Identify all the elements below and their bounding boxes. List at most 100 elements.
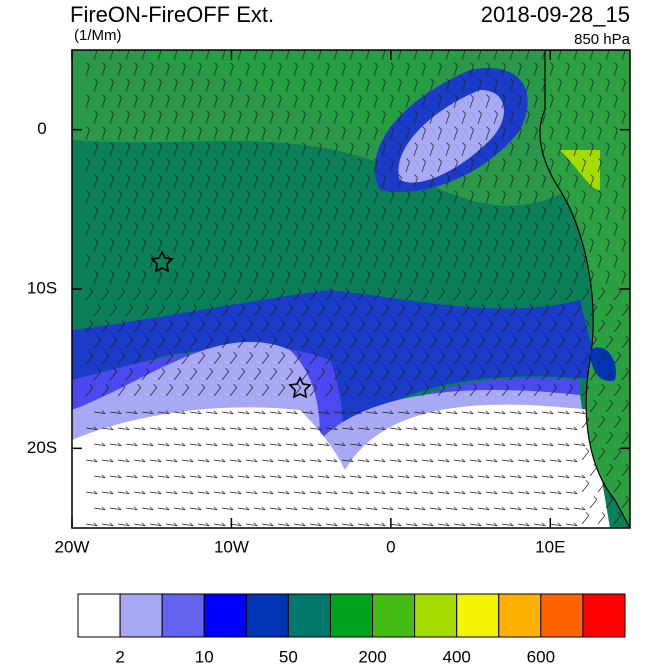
wind-barb <box>525 442 538 447</box>
wind-barb <box>397 142 402 157</box>
wind-barb <box>269 206 274 221</box>
wind-barb <box>477 442 490 447</box>
wind-barb <box>413 78 418 93</box>
wind-barb <box>125 270 130 285</box>
wind-barb <box>469 320 478 333</box>
wind-barb <box>573 142 578 157</box>
wind-barb <box>125 110 130 125</box>
colorbar-label: 400 <box>443 647 471 666</box>
wind-barb <box>133 126 138 141</box>
wind-barb <box>437 222 442 237</box>
wind-barb <box>565 94 570 109</box>
wind-barb <box>381 78 386 93</box>
wind-barb <box>173 270 178 285</box>
wind-barb <box>381 410 394 415</box>
wind-barb <box>517 94 522 109</box>
wind-barb <box>517 490 530 495</box>
wind-barb <box>621 270 626 285</box>
wind-barb <box>453 458 466 463</box>
wind-barb <box>285 442 298 447</box>
wind-barb <box>533 190 538 205</box>
wind-barb <box>141 368 150 381</box>
wind-barb <box>293 190 298 205</box>
wind-barb <box>109 270 114 285</box>
wind-barb <box>613 254 618 269</box>
wind-barb <box>493 238 498 253</box>
wind-barb <box>477 174 482 189</box>
wind-barb <box>341 426 354 431</box>
wind-barb <box>133 320 142 333</box>
wind-barb <box>621 206 626 221</box>
wind-barb <box>389 190 394 205</box>
wind-barb <box>285 50 290 61</box>
wind-barb <box>165 352 174 365</box>
wind-barb <box>613 320 622 333</box>
wind-barb <box>277 522 290 527</box>
wind-barb <box>309 288 318 301</box>
wind-barb <box>485 352 494 365</box>
wind-barb <box>85 126 90 141</box>
wind-barb <box>349 270 354 285</box>
wind-barb <box>589 110 594 125</box>
wind-barb <box>149 522 162 527</box>
wind-barb <box>597 352 606 365</box>
wind-barb <box>149 126 154 141</box>
wind-barb <box>397 410 410 415</box>
wind-barb <box>509 410 522 415</box>
wind-barb <box>597 320 606 333</box>
wind-barb <box>469 254 474 269</box>
wind-barb <box>117 426 130 431</box>
wind-barb <box>157 238 162 253</box>
wind-barb <box>493 78 498 93</box>
wind-barb <box>197 126 202 141</box>
wind-barb <box>309 254 314 269</box>
wind-barb <box>309 522 322 527</box>
wind-barb <box>429 174 434 189</box>
wind-barb <box>445 336 454 349</box>
wind-barb <box>237 50 242 61</box>
wind-barb <box>565 288 574 301</box>
wind-barb <box>565 254 570 269</box>
wind-barb <box>469 490 482 495</box>
wind-barb <box>389 126 394 141</box>
wind-barb <box>125 442 138 447</box>
wind-barb <box>349 78 354 93</box>
wind-barb <box>285 304 294 317</box>
wind-barb <box>605 206 610 221</box>
wind-barb <box>365 78 370 93</box>
wind-barb <box>485 490 498 495</box>
wind-barb <box>421 352 430 365</box>
title: FireON-FireOFF Ext. <box>70 2 274 27</box>
wind-barb <box>605 496 614 509</box>
wind-barb <box>149 352 158 365</box>
wind-barb <box>517 190 522 205</box>
wind-barb <box>421 384 430 397</box>
wind-barb <box>405 352 414 365</box>
wind-barb <box>333 368 342 381</box>
wind-barb <box>189 174 194 189</box>
wind-barb <box>125 206 130 221</box>
wind-barb <box>541 50 546 61</box>
wind-barb <box>293 254 298 269</box>
wind-barb <box>445 174 450 189</box>
wind-barb <box>333 410 346 415</box>
wind-barb <box>429 78 434 93</box>
wind-barb <box>165 384 174 397</box>
wind-barb <box>93 410 106 415</box>
wind-barb <box>237 410 250 415</box>
colorbar-box <box>456 593 500 638</box>
wind-barb <box>261 288 270 301</box>
wind-barb <box>541 78 546 93</box>
wind-barb <box>301 110 306 125</box>
wind-barb <box>93 506 106 511</box>
wind-barb <box>197 222 202 237</box>
wind-barb <box>397 474 410 479</box>
wind-barb <box>293 458 306 463</box>
wind-barb <box>357 320 366 333</box>
wind-barb <box>405 94 410 109</box>
wind-barb <box>357 62 362 77</box>
wind-barb <box>485 426 498 431</box>
wind-barb <box>189 206 194 221</box>
wind-barb <box>93 368 102 381</box>
wind-barb <box>413 206 418 221</box>
